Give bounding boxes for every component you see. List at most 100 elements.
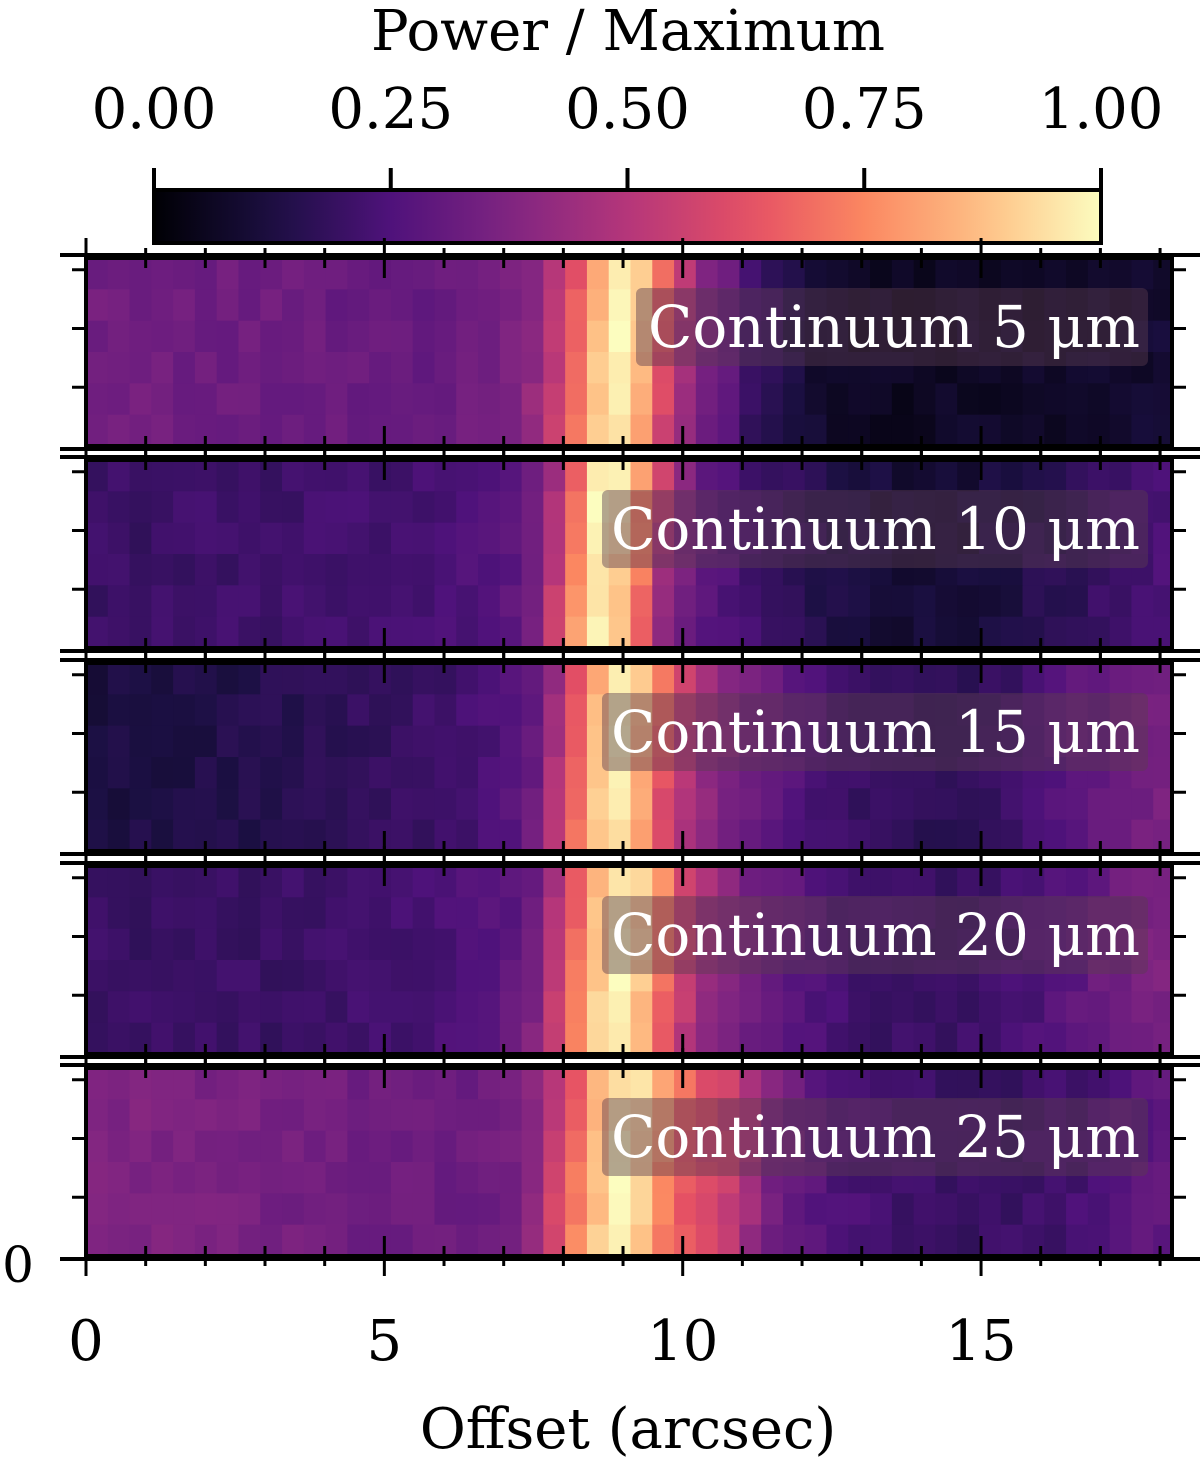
heatmap-cell <box>695 585 719 618</box>
heatmap-cell <box>761 725 784 758</box>
heatmap-cell <box>739 616 762 649</box>
heatmap-cell <box>369 1193 392 1226</box>
heatmap-cell <box>826 757 849 789</box>
heatmap-cell <box>412 725 436 758</box>
heatmap-cell <box>303 554 327 586</box>
heatmap-cell <box>216 960 240 992</box>
heatmap-cell <box>434 1162 457 1194</box>
heatmap-cell <box>369 928 392 961</box>
heatmap-cell <box>608 757 632 789</box>
heatmap-cell <box>652 1162 675 1194</box>
heatmap-cell <box>630 460 653 492</box>
heatmap-cell <box>891 991 915 1024</box>
heatmap-cell <box>695 289 719 322</box>
heatmap-cell <box>86 1068 109 1100</box>
heatmap-cell <box>674 1068 697 1100</box>
heatmap-cell <box>238 819 261 852</box>
heatmap-cell <box>282 491 305 524</box>
heatmap-cell <box>478 1224 501 1257</box>
heatmap-cell <box>674 757 697 789</box>
heatmap-cell <box>739 1224 762 1257</box>
heatmap-cell <box>151 1162 174 1194</box>
heatmap-cell <box>565 928 588 961</box>
heatmap-cell <box>1022 788 1045 821</box>
heatmap-cell <box>151 1099 174 1132</box>
heatmap-cell <box>826 866 849 898</box>
heatmap-cell <box>630 897 653 930</box>
heatmap-cell <box>1153 819 1173 852</box>
heatmap-cell <box>282 522 305 555</box>
heatmap-cell <box>260 928 283 961</box>
heatmap-cell <box>194 320 218 353</box>
heatmap-cell <box>630 554 653 586</box>
heatmap-cell <box>1044 663 1067 695</box>
heatmap-cell <box>782 663 806 695</box>
heatmap-cell <box>194 258 218 290</box>
heatmap-cell <box>282 383 305 416</box>
heatmap-cell <box>390 866 414 898</box>
heatmap-cell <box>1109 522 1133 555</box>
heatmap-cell <box>652 616 675 649</box>
heatmap-cell <box>717 616 740 649</box>
panel-frame <box>84 458 1174 650</box>
heatmap-cell <box>434 554 457 586</box>
heatmap-cell <box>978 866 1002 898</box>
heatmap-cell <box>761 1193 784 1226</box>
heatmap-cell <box>978 757 1002 789</box>
heatmap-cell <box>434 320 457 353</box>
heatmap-cell <box>978 320 1002 353</box>
heatmap-cell <box>129 414 152 447</box>
heatmap-cell <box>935 960 958 992</box>
heatmap-cell <box>695 928 719 961</box>
heatmap-cell <box>782 866 806 898</box>
heatmap-cell <box>390 725 414 758</box>
heatmap-cell <box>1044 1162 1067 1194</box>
heatmap-cell <box>891 694 915 727</box>
heatmap-cell <box>347 1193 370 1226</box>
heatmap-cell <box>543 460 566 492</box>
heatmap-cell <box>935 1099 958 1132</box>
heatmap-cell <box>891 819 915 852</box>
heatmap-cell <box>761 960 784 992</box>
heatmap-cell <box>826 663 849 695</box>
heatmap-cell <box>935 491 958 524</box>
heatmap-cell <box>303 866 327 898</box>
heatmap-cell <box>1153 1099 1173 1132</box>
heatmap-cell <box>717 1162 740 1194</box>
heatmap-cell <box>913 694 937 727</box>
heatmap-cell <box>1109 352 1133 384</box>
heatmap-cell <box>826 554 849 586</box>
heatmap-cell <box>1000 928 1024 961</box>
panel-label-box <box>636 288 1148 366</box>
heatmap-cell <box>107 1130 131 1163</box>
heatmap-cell <box>543 1162 566 1194</box>
heatmap-cell <box>369 1130 392 1163</box>
heatmap-cell <box>608 897 632 930</box>
heatmap-cell <box>608 414 632 447</box>
heatmap-cell <box>870 491 893 524</box>
heatmap-cell <box>957 383 980 416</box>
heatmap-cell <box>586 757 610 789</box>
heatmap-cell <box>674 1130 697 1163</box>
heatmap-cell <box>173 383 196 416</box>
heatmap-cell <box>717 522 740 555</box>
colorbar-gradient <box>152 188 1103 245</box>
heatmap-cell <box>717 663 740 695</box>
heatmap-cell <box>521 928 544 961</box>
heatmap-cell <box>565 414 588 447</box>
heatmap-cell <box>739 928 762 961</box>
heatmap-cell <box>1109 616 1133 649</box>
heatmap-cell <box>325 725 348 758</box>
heatmap-cell <box>1044 694 1067 727</box>
heatmap-cell <box>238 757 261 789</box>
heatmap-cell <box>1131 414 1154 447</box>
heatmap-cell <box>434 491 457 524</box>
heatmap-cell <box>848 414 871 447</box>
heatmap-cell <box>325 928 348 961</box>
heatmap-cell <box>848 554 871 586</box>
heatmap-cell <box>826 320 849 353</box>
heatmap-cell <box>978 1224 1002 1257</box>
heatmap-cell <box>107 960 131 992</box>
heatmap-cell <box>1066 554 1089 586</box>
heatmap-cell <box>565 725 588 758</box>
